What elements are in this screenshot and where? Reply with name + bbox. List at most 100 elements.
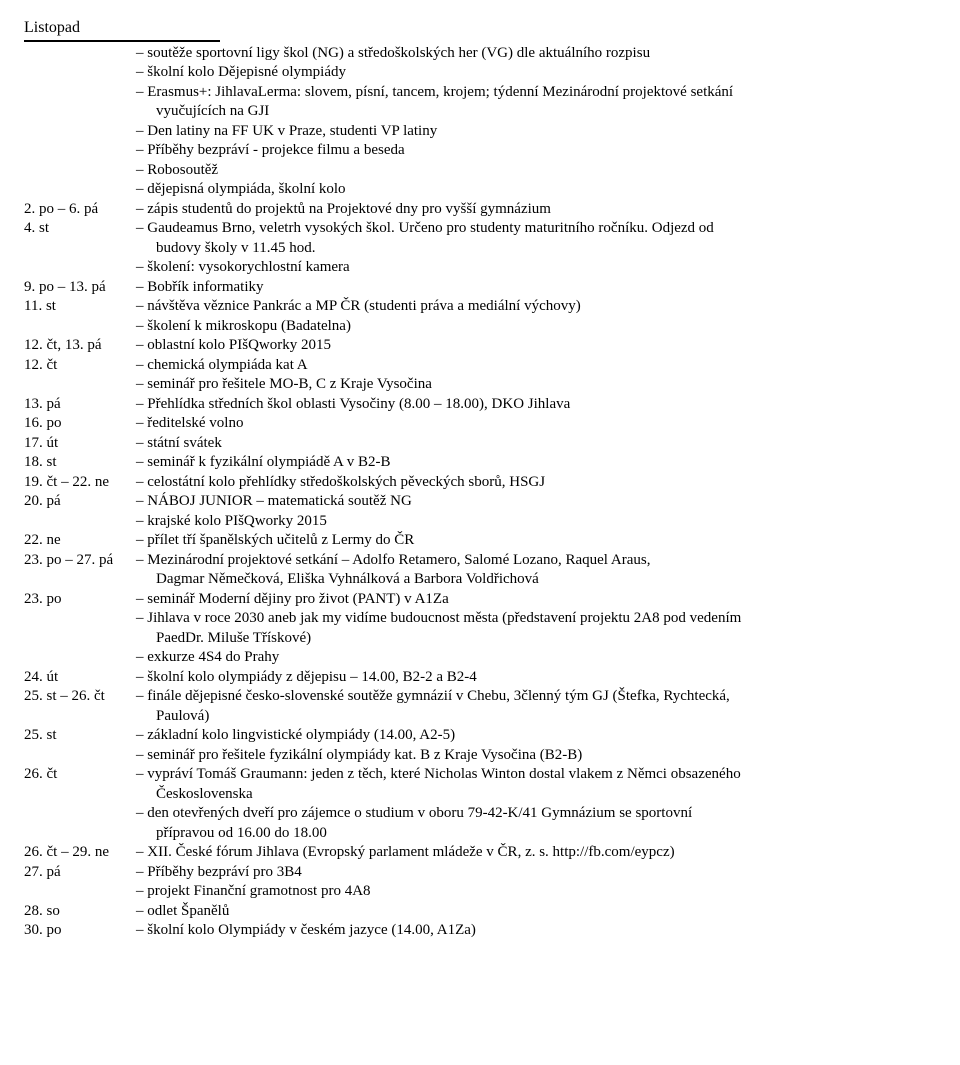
entry-line: – Den latiny na FF UK v Praze, studenti … xyxy=(136,122,936,142)
entry-line: – seminář pro řešitele MO-B, C z Kraje V… xyxy=(136,375,936,395)
schedule-entry: 26. čt – 29. ne– XII. České fórum Jihlav… xyxy=(24,843,936,863)
entry-line: – návštěva věznice Pankrác a MP ČR (stud… xyxy=(136,297,936,317)
entry-date: 12. čt, 13. pá xyxy=(24,336,136,356)
entry-date: 9. po – 13. pá xyxy=(24,278,136,298)
entry-text: – Den latiny na FF UK v Praze, studenti … xyxy=(136,122,936,200)
schedule-entry: 19. čt – 22. ne– celostátní kolo přehlíd… xyxy=(24,473,936,493)
entry-date: 26. čt – 29. ne xyxy=(24,843,136,863)
entry-text: – ředitelské volno xyxy=(136,414,936,434)
entry-line: – Gaudeamus Brno, veletrh vysokých škol.… xyxy=(136,219,936,239)
entry-date xyxy=(24,44,136,122)
entry-text: – exkurze 4S4 do Prahy xyxy=(136,648,936,668)
entry-date: 25. st – 26. čt xyxy=(24,687,136,726)
schedule-entry: 23. po – 27. pá– Mezinárodní projektové … xyxy=(24,551,936,590)
entry-text: – návštěva věznice Pankrác a MP ČR (stud… xyxy=(136,297,936,336)
month-title: Listopad xyxy=(24,18,220,42)
entry-text: – přílet tří španělských učitelů z Lermy… xyxy=(136,531,936,551)
entry-date: 18. st xyxy=(24,453,136,473)
entry-line: – soutěže sportovní ligy škol (NG) a stř… xyxy=(136,44,936,64)
entry-continuation: vyučujících na GJI xyxy=(136,102,936,122)
entry-line: – oblastní kolo PIšQworky 2015 xyxy=(136,336,936,356)
entry-line: – Bobřík informatiky xyxy=(136,278,936,298)
entry-line: – seminář k fyzikální olympiádě A v B2-B xyxy=(136,453,936,473)
entry-continuation: budovy školy v 11.45 hod. xyxy=(136,239,936,259)
schedule-entry: 27. pá– Příběhy bezpráví pro 3B4– projek… xyxy=(24,863,936,902)
entry-line: – ředitelské volno xyxy=(136,414,936,434)
entry-line: – krajské kolo PIšQworky 2015 xyxy=(136,512,936,532)
entry-date: 26. čt xyxy=(24,765,136,804)
entry-text: – seminář k fyzikální olympiádě A v B2-B xyxy=(136,453,936,473)
entry-line: – projekt Finanční gramotnost pro 4A8 xyxy=(136,882,936,902)
entry-date: 2. po – 6. pá xyxy=(24,200,136,220)
schedule-entry: 20. pá– NÁBOJ JUNIOR – matematická soutě… xyxy=(24,492,936,531)
entry-line: – XII. České fórum Jihlava (Evropský par… xyxy=(136,843,936,863)
schedule-entry: 4. st– Gaudeamus Brno, veletrh vysokých … xyxy=(24,219,936,258)
entry-line: – NÁBOJ JUNIOR – matematická soutěž NG xyxy=(136,492,936,512)
entry-date: 11. st xyxy=(24,297,136,336)
entry-line: – školní kolo olympiády z dějepisu – 14.… xyxy=(136,668,936,688)
entry-date: 24. út xyxy=(24,668,136,688)
entry-text: – chemická olympiáda kat A– seminář pro … xyxy=(136,356,936,395)
entry-line: – vypráví Tomáš Graumann: jeden z těch, … xyxy=(136,765,936,785)
entry-line: – celostátní kolo přehlídky středoškolsk… xyxy=(136,473,936,493)
entry-text: – Přehlídka středních škol oblasti Vysoč… xyxy=(136,395,936,415)
entry-text: – zápis studentů do projektů na Projekto… xyxy=(136,200,936,220)
entry-date: 28. so xyxy=(24,902,136,922)
entry-date: 17. út xyxy=(24,434,136,454)
entry-line: – seminář Moderní dějiny pro život (PANT… xyxy=(136,590,936,610)
entry-line: – základní kolo lingvistické olympiády (… xyxy=(136,726,936,746)
entry-line: – exkurze 4S4 do Prahy xyxy=(136,648,936,668)
entry-line: – den otevřených dveří pro zájemce o stu… xyxy=(136,804,936,824)
entry-date: 25. st xyxy=(24,726,136,765)
entry-line: – Přehlídka středních škol oblasti Vysoč… xyxy=(136,395,936,415)
entry-text: – Mezinárodní projektové setkání – Adolf… xyxy=(136,551,936,590)
entry-line: – školení: vysokorychlostní kamera xyxy=(136,258,936,278)
entry-line: – Mezinárodní projektové setkání – Adolf… xyxy=(136,551,936,571)
entry-line: – finále dějepisné česko-slovenské soutě… xyxy=(136,687,936,707)
entry-text: – celostátní kolo přehlídky středoškolsk… xyxy=(136,473,936,493)
entry-text: – odlet Španělů xyxy=(136,902,936,922)
entry-line: – zápis studentů do projektů na Projekto… xyxy=(136,200,936,220)
entry-text: – finále dějepisné česko-slovenské soutě… xyxy=(136,687,936,726)
entry-date xyxy=(24,258,136,278)
entry-continuation: Československa xyxy=(136,785,936,805)
schedule-entry: 11. st– návštěva věznice Pankrác a MP ČR… xyxy=(24,297,936,336)
schedule-entry: 13. pá– Přehlídka středních škol oblasti… xyxy=(24,395,936,415)
entry-text: – školní kolo olympiády z dějepisu – 14.… xyxy=(136,668,936,688)
schedule-entry: 26. čt– vypráví Tomáš Graumann: jeden z … xyxy=(24,765,936,804)
entry-text: – seminář Moderní dějiny pro život (PANT… xyxy=(136,590,936,649)
entry-date: 27. pá xyxy=(24,863,136,902)
schedule-entry: 18. st– seminář k fyzikální olympiádě A … xyxy=(24,453,936,473)
entry-text: – oblastní kolo PIšQworky 2015 xyxy=(136,336,936,356)
schedule-entry: 16. po– ředitelské volno xyxy=(24,414,936,434)
entry-continuation: přípravou od 16.00 do 18.00 xyxy=(136,824,936,844)
schedule-entry: – Den latiny na FF UK v Praze, studenti … xyxy=(24,122,936,200)
schedule-entry: – den otevřených dveří pro zájemce o stu… xyxy=(24,804,936,843)
entry-date: 16. po xyxy=(24,414,136,434)
schedule-entry: 22. ne– přílet tří španělských učitelů z… xyxy=(24,531,936,551)
entry-date: 19. čt – 22. ne xyxy=(24,473,136,493)
entry-text: – den otevřených dveří pro zájemce o stu… xyxy=(136,804,936,843)
entry-line: – Erasmus+: JihlavaLerma: slovem, písní,… xyxy=(136,83,936,103)
schedule-entry: – soutěže sportovní ligy škol (NG) a stř… xyxy=(24,44,936,122)
entry-date: 30. po xyxy=(24,921,136,941)
schedule-entry: 25. st– základní kolo lingvistické olymp… xyxy=(24,726,936,765)
entry-date: 23. po xyxy=(24,590,136,649)
entry-line: – dějepisná olympiáda, školní kolo xyxy=(136,180,936,200)
entry-text: – vypráví Tomáš Graumann: jeden z těch, … xyxy=(136,765,936,804)
entry-date: 4. st xyxy=(24,219,136,258)
entry-date: 23. po – 27. pá xyxy=(24,551,136,590)
entry-date xyxy=(24,804,136,843)
entry-date: 12. čt xyxy=(24,356,136,395)
entry-line: – chemická olympiáda kat A xyxy=(136,356,936,376)
entry-line: – Robosoutěž xyxy=(136,161,936,181)
entry-line: – přílet tří španělských učitelů z Lermy… xyxy=(136,531,936,551)
entry-line: – školní kolo Dějepisné olympiády xyxy=(136,63,936,83)
entry-line: – odlet Španělů xyxy=(136,902,936,922)
entry-text: – soutěže sportovní ligy škol (NG) a stř… xyxy=(136,44,936,122)
entry-continuation: Dagmar Němečková, Eliška Vyhnálková a Ba… xyxy=(136,570,936,590)
entry-line: – Jihlava v roce 2030 aneb jak my vidíme… xyxy=(136,609,936,629)
entry-line: – Příběhy bezpráví pro 3B4 xyxy=(136,863,936,883)
schedule-entry: 25. st – 26. čt– finále dějepisné česko-… xyxy=(24,687,936,726)
entry-date: 20. pá xyxy=(24,492,136,531)
